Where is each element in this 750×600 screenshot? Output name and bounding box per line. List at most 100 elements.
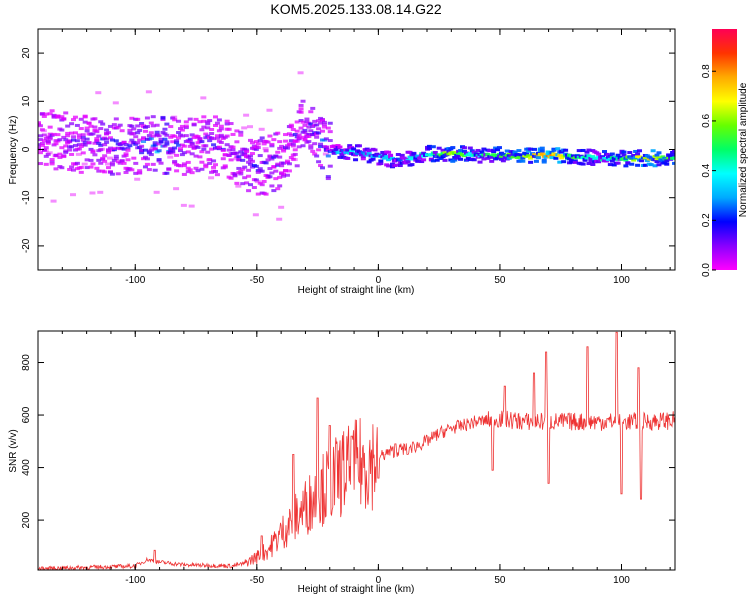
spectrogram-cell [528,156,534,160]
spectrogram-cell [244,150,250,154]
spectrogram-cell [246,174,252,178]
spectrogram-cell [314,154,320,158]
spectrogram-cell [617,156,623,160]
spectrogram-cell [218,127,224,131]
spectrogram-cell [672,156,675,160]
spectrogram-cell [323,137,329,141]
spectrogram-cell [197,155,203,159]
spectrogram-cell [107,146,113,150]
spectrogram-cell [366,149,372,153]
spectrogram-cell [187,137,193,141]
spectrogram-cell [316,131,322,135]
spectrogram-cell [70,193,77,197]
spectrogram-cell [144,116,150,120]
spectrogram-cell [129,138,135,142]
spectrogram-cell [107,170,113,174]
spectrogram-cell [152,143,158,147]
spectrogram-cell [160,116,166,120]
spectrogram-cell [273,177,279,181]
spectrogram-cell [234,129,240,133]
spectrogram-cell [214,173,220,177]
spectrogram-cell [179,124,185,128]
spectrogram-cell [323,145,329,149]
spectrogram-cell [173,187,180,191]
spectrogram-cell [430,159,436,163]
spectrogram-cell [652,164,658,168]
spectrogram-cell [528,160,534,164]
spectrogram-cell [146,134,152,138]
spectrogram-cell [539,149,545,153]
x-tick-label: 100 [613,575,630,586]
y-tick-label: 10 [21,95,32,107]
spectrogram-cell [318,121,324,125]
spectrogram-cell [271,165,277,169]
spectrogram-cell [117,161,123,165]
spectrogram-cell [43,162,49,166]
spectrogram-cell [59,128,65,132]
spectrogram-cell [228,122,234,126]
spectrogram-cell [135,141,141,145]
spectrogram-cell [211,159,217,163]
spectrogram-cell [366,152,372,156]
spectrogram-cell [144,162,150,166]
spectrogram-cell [249,141,255,145]
spectrogram-cell [49,160,55,164]
spectrogram-cell [119,129,125,133]
spectrogram-cell [156,158,162,162]
spectrogram-cell [298,110,304,114]
spectrogram-cell [432,150,438,154]
spectrogram-cell [602,150,608,154]
spectrogram-cell [106,148,112,152]
spectrogram-cell [148,153,154,157]
spectrogram-cell [69,165,75,169]
spectrogram-cell [485,153,491,157]
spectrogram-cell [168,125,174,129]
spectrogram-cell [654,160,660,164]
spectrogram-cell [76,147,82,151]
spectrogram-cell [533,159,539,163]
spectrogram-cell [353,158,359,162]
spectrogram-cell [148,136,154,140]
spectrogram-cell [347,144,353,148]
spectrogram-cell [551,148,557,152]
spectrogram-cell [107,136,113,140]
spectrogram-heatmap [38,71,675,221]
spectrogram-cell [189,133,195,137]
spectrogram-cell [258,127,265,131]
spectrogram-cell [90,162,96,166]
spectrogram-cell [570,154,576,158]
spectrogram-cell [171,115,178,119]
spectrogram-cell [500,152,506,156]
spectrogram-cell [386,150,392,154]
spectrogram-cell [279,164,285,168]
spectrogram-cell [286,162,292,166]
spectrogram-cell [635,152,641,156]
spectrogram-cell [72,143,78,147]
spectrogram-cell [316,160,322,164]
spectrogram-cell [218,141,224,145]
spectrogram-cell [179,153,185,157]
spectrogram-cell [71,168,77,172]
spectrogram-cell [316,119,322,123]
spectrogram-cell [302,128,308,132]
spectrogram-cell [63,138,69,142]
spectrogram-cell [92,141,98,145]
spectrogram-cell [327,139,333,143]
spectrogram-cell [238,130,244,134]
spectrogram-cell [450,146,456,150]
spectrogram-cell [292,132,298,136]
spectrogram-cell [203,144,209,148]
spectrogram-cell [588,159,594,163]
spectrogram-cell [52,154,59,158]
spectrogram-cell [177,164,183,168]
spectrogram-cell [360,155,366,159]
spectrogram-cell [95,91,102,95]
spectrogram-cell [316,148,322,152]
spectrogram-cell [78,170,84,174]
spectrogram-cell [49,109,55,113]
spectrogram-cell [254,180,261,184]
spectrogram-cell [187,117,193,121]
spectrogram-cell [588,157,594,161]
spectrogram-cell [240,182,246,186]
spectrogram-cell [238,150,244,154]
